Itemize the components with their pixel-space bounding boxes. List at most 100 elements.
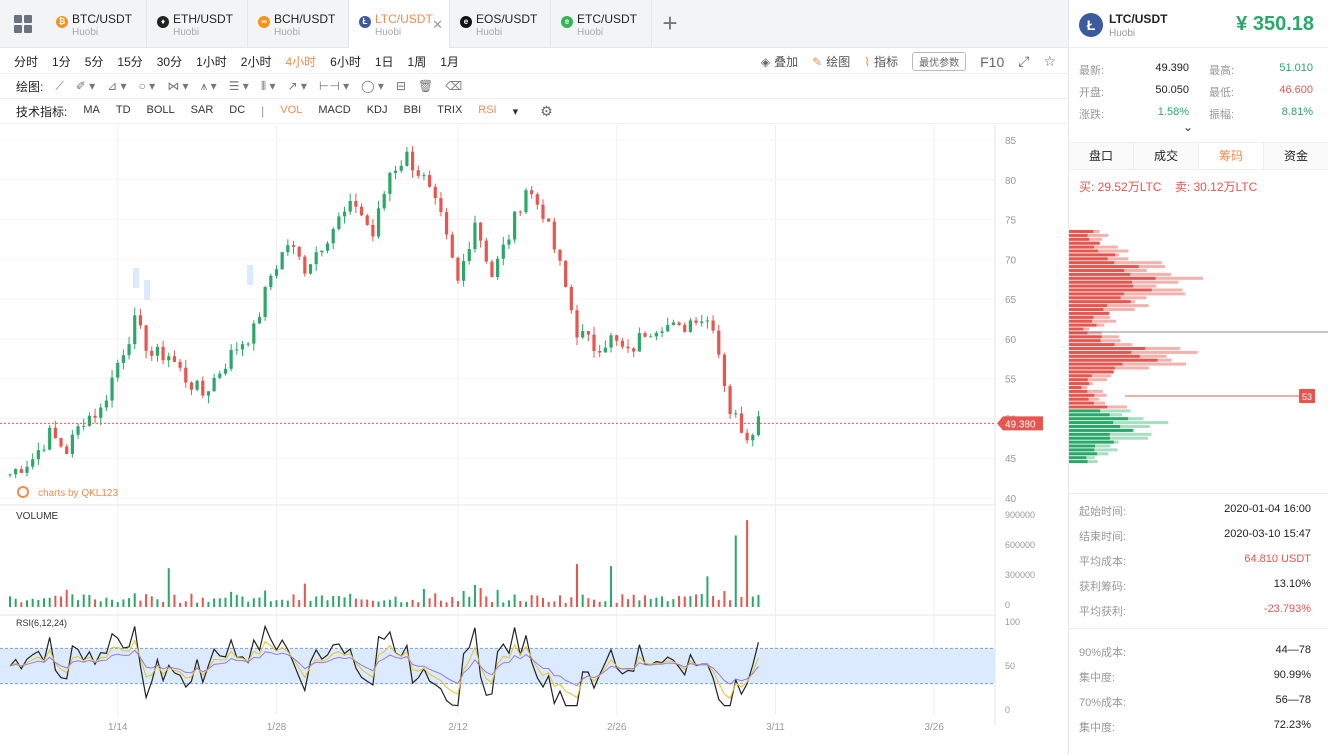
timeframe-item[interactable]: 1日 [374,54,394,69]
tab-ltc-usdt[interactable]: Ł LTC/USDT Huobi ✕ [349,0,450,48]
indicator-sar[interactable]: SAR [190,104,214,116]
eraser-icon[interactable]: ⌫ [445,79,463,93]
indicator-rsi[interactable]: RSI [478,104,497,116]
candle-body [376,208,381,237]
best-params-button[interactable]: 最优参数 [912,52,967,71]
settings-gear-icon[interactable]: ⚙ [540,102,553,119]
cross-tool-icon[interactable]: ⋈ ▾ [167,79,189,93]
indicator-dc[interactable]: DC [229,104,246,116]
tab-eos-usdt[interactable]: e EOS/USDT Huobi [450,0,551,48]
timeframe-item[interactable]: 6小时 [330,54,361,69]
fib-tool-icon[interactable]: ☰ ▾ [228,79,249,93]
candle-body [501,244,505,259]
candle-body [138,315,143,326]
rsi-12-line [9,639,759,700]
pencil-tool-icon[interactable]: ✐ ▾ [75,79,96,93]
candle-body [274,269,279,276]
angle-tool-icon[interactable]: ⊿ ▾ [107,79,127,93]
candle-body [677,322,681,325]
candle-body [116,362,120,378]
volume-bar [587,598,590,607]
dist-bar [1069,417,1129,421]
candle-body [240,344,245,350]
comment-tool-icon[interactable]: ◯ ▾ [361,79,384,93]
price-chart[interactable]: 40 45 50 55 60 65 70 75 80 85 49.380 charts by QKL1… [0,125,1068,755]
candle-body [308,264,313,274]
dist-bar [1069,315,1094,319]
dist-bar [1069,276,1156,280]
timeframe-item[interactable]: 1小时 [196,54,227,69]
fullscreen-icon[interactable]: ⤢ [1018,53,1030,69]
tab-etc-usdt[interactable]: e ETC/USDT Huobi [551,0,652,48]
tab-eth-usdt[interactable]: ♦ ETH/USDT Huobi [147,0,248,48]
volume-bar [496,589,499,607]
indicator-trix[interactable]: TRIX [437,104,463,116]
more-indicators-icon[interactable]: ▾ [512,105,519,118]
candle-body [53,427,57,439]
rsi-tick-label: 50 [1005,661,1015,671]
gann-tool-icon[interactable]: ⦀ ▾ [260,78,276,93]
star-icon[interactable]: ☆ [1043,53,1056,69]
tab-bch-usdt[interactable]: ∞ BCH/USDT Huobi [248,0,349,48]
volume-bar [541,597,544,607]
trash-icon[interactable]: 🗑 [418,79,434,93]
timeframe-item[interactable]: 30分 [156,54,183,69]
candle-body [76,426,80,435]
panel-tab[interactable]: 筹码 [1199,143,1264,169]
indicator-button[interactable]: ⌇ 指标 [864,53,898,70]
rsi-tick-label: 0 [1005,705,1010,715]
indicator-kdj[interactable]: KDJ [366,104,388,116]
pattern-tool-icon[interactable]: ⩚ ▾ [200,78,217,93]
dist-bar [1069,374,1092,378]
timeframe-item[interactable]: 1分 [52,54,71,69]
indicator-bbi[interactable]: BBI [403,104,422,116]
timeframe-item[interactable]: 2小时 [240,54,272,69]
candle-body [150,350,154,356]
candle-body [581,331,585,338]
line-tool-icon[interactable]: ⟋ [55,78,64,93]
timeframe-item[interactable]: 15分 [117,54,143,69]
close-tab-icon[interactable]: ✕ [432,17,443,32]
volume-bar [383,600,386,607]
candle-body [144,325,148,351]
grid-menu-icon[interactable] [0,0,46,48]
timeframe-bar: 分时 1分 5分 15分 30分 1小时 2小时 4小时 6小时 1日 1周 1月 ◈ 叠加 ✎ 绘图 ⌇… [0,49,1068,74]
volume-bar [558,595,561,607]
dist-bar-bg [1069,261,1162,265]
indicator-boll[interactable]: BOLL [146,104,175,116]
concentration-key: 90%成本: [1079,647,1127,659]
tab-btc-usdt[interactable]: ₿ BTC/USDT Huobi [46,0,147,48]
f10-button[interactable]: F10 [980,53,1005,70]
timeframe-item[interactable]: 5分 [84,54,104,69]
draw-button[interactable]: ✎ 绘图 [812,53,850,70]
timeframe-item[interactable]: 4小时 [285,54,317,69]
volume-bar [252,598,255,607]
indicator-ma[interactable]: MA [83,104,100,116]
chevron-down-icon[interactable]: ⌄ [1183,120,1194,134]
measure-tool-icon[interactable]: ⊢⊣ ▾ [318,79,350,93]
indicator-macd[interactable]: MACD [318,104,351,116]
indicator-vol[interactable]: VOL [280,104,303,116]
volume-bar [20,602,23,607]
overlay-button[interactable]: ◈ 叠加 [761,53,798,70]
stat-key: 最新: [1079,65,1105,77]
dist-bar [1069,386,1082,389]
timeframe-item[interactable]: 分时 [14,54,39,69]
lock-icon[interactable]: ⊟ [395,79,407,93]
panel-tab[interactable]: 资金 [1264,143,1328,169]
circle-tool-icon[interactable]: ○ ▾ [138,79,156,93]
stat-row: 最新: 49.390 最高: 51.010 [1069,62,1328,82]
panel-tab[interactable]: 盘口 [1069,143,1134,169]
volume-bar [661,596,664,607]
concentration-value: 56—78 [1275,694,1311,706]
timeframe-item[interactable]: 1月 [440,54,459,69]
timeframe-item[interactable]: 1周 [407,54,427,69]
arrow-tool-icon[interactable]: ↗ ▾ [287,79,307,93]
add-tab-icon[interactable]: + [662,8,678,38]
volume-bar [337,596,340,607]
panel-tab[interactable]: 成交 [1134,143,1199,169]
tab-bar: ₿ BTC/USDT Huobi ♦ ETH/USDT Huobi ∞ BCH/USDT Huo… [0,0,1068,48]
candle-body [42,449,46,451]
candle-body [734,413,738,415]
indicator-td[interactable]: TD [115,104,131,116]
